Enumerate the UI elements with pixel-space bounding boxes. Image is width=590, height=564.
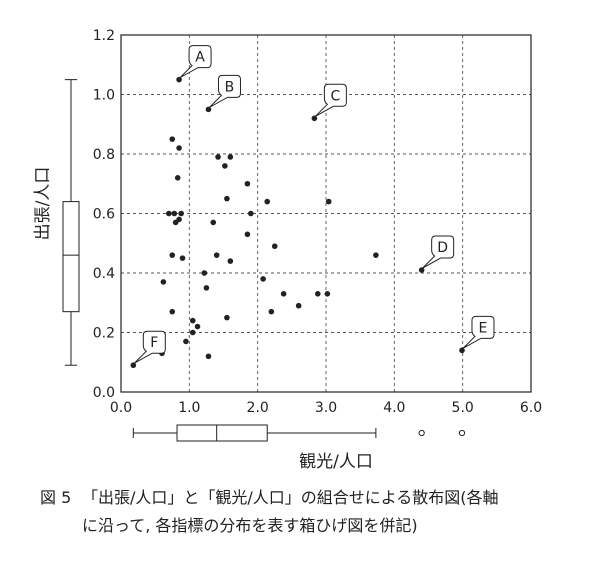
caption-line-1: 図 5 「出張/人口」と「観光/人口」の組合せによる散布図(各軸	[40, 484, 580, 512]
y-axis-title: 出張/人口	[33, 167, 53, 241]
data-points	[130, 76, 465, 369]
data-point	[268, 308, 275, 315]
x-box-outlier	[418, 429, 425, 437]
data-point-f	[130, 362, 137, 369]
data-point	[169, 308, 176, 315]
x-tick-label: 4.0	[383, 400, 405, 416]
data-point	[227, 258, 234, 264]
y-tick-label: 0.2	[93, 326, 115, 342]
callout-label-d: D	[437, 240, 448, 256]
data-point	[295, 302, 302, 309]
data-point	[189, 329, 196, 336]
callout-label-e: E	[479, 320, 488, 336]
plot-frame	[120, 34, 532, 393]
caption-text-1: 「出張/人口」と「観光/人口」の組合せによる散布図(各軸	[82, 488, 499, 507]
data-point	[248, 210, 254, 217]
figure-number: 図 5	[40, 488, 72, 507]
scatter-chart: 0.0 1.0 2.0 3.0 4.0 5.0 6.0 0.0 0.2 0.4 0.6 0.8 1.0 1…	[33, 28, 542, 472]
data-point	[169, 252, 176, 258]
data-point	[183, 338, 189, 345]
caption-line-2: に沿って, 各指標の分布を表す箱ひげ図を併記)	[82, 516, 418, 535]
x-tick-label: 5.0	[452, 400, 474, 416]
data-point	[280, 291, 287, 297]
callout-box-e	[462, 315, 495, 349]
x-boxplot	[132, 424, 466, 442]
data-point	[171, 210, 178, 217]
y-tick-label: 0.8	[93, 147, 115, 163]
y-tick-label: 0.6	[93, 207, 115, 223]
callout-box-f	[133, 330, 166, 364]
data-point	[205, 353, 212, 360]
callout-box-d	[422, 235, 455, 269]
x-box-outlier	[458, 429, 466, 437]
x-tick-label: 2.0	[247, 400, 269, 416]
data-point	[315, 291, 321, 297]
data-point	[194, 323, 201, 330]
x-tick-label: 3.0	[315, 400, 337, 416]
y-tick-label: 1.2	[93, 28, 115, 44]
figure-caption: 図 5 「出張/人口」と「観光/人口」の組合せによる散布図(各軸 に沿って, 各指…	[40, 484, 580, 540]
data-point	[244, 180, 251, 187]
data-point	[179, 255, 186, 261]
data-point	[227, 154, 234, 160]
data-point	[213, 252, 220, 258]
data-point-b	[205, 106, 212, 113]
data-point	[224, 195, 230, 202]
data-point	[324, 291, 331, 297]
callout-label-c: C	[330, 88, 340, 104]
data-point-c	[311, 115, 318, 122]
x-tick-label: 0.0	[110, 400, 132, 416]
data-point	[169, 136, 176, 142]
data-point	[166, 210, 172, 217]
data-point	[176, 145, 182, 151]
callout-label-a: A	[195, 50, 205, 66]
x-axis-title: 観光/人口	[299, 452, 373, 472]
data-point	[215, 154, 221, 160]
data-point	[325, 198, 332, 205]
data-point	[174, 175, 181, 181]
data-point	[203, 285, 210, 291]
data-point	[160, 279, 167, 285]
y-box-body	[62, 201, 80, 313]
data-point	[264, 198, 271, 205]
y-boxplot	[62, 79, 80, 366]
callout-label-b: B	[225, 79, 235, 95]
data-point	[260, 276, 266, 282]
y-tick-label: 0.0	[93, 385, 115, 401]
x-tick-label: 1.0	[178, 400, 200, 416]
x-box-body	[176, 424, 268, 442]
callout-box-c	[315, 83, 347, 117]
data-point-a	[176, 76, 182, 83]
data-point	[224, 314, 230, 321]
data-point-e	[459, 347, 465, 354]
callout-label-f: F	[150, 335, 158, 351]
y-tick-label: 0.4	[93, 266, 115, 282]
x-tick-label: 6.0	[520, 400, 542, 416]
y-tick-label: 1.0	[93, 88, 115, 104]
data-point	[210, 219, 217, 226]
callout-box-b	[209, 74, 241, 108]
data-point	[178, 210, 184, 217]
data-point	[244, 231, 251, 238]
data-point	[222, 163, 228, 169]
data-point	[373, 252, 379, 258]
data-point-d	[418, 267, 425, 273]
data-point	[176, 216, 182, 223]
data-point	[189, 317, 196, 324]
callout-box-a	[179, 45, 212, 79]
data-point	[201, 270, 208, 276]
data-point	[271, 243, 278, 250]
point-callouts: A B C D E F	[133, 45, 495, 364]
tick-labels: 0.0 1.0 2.0 3.0 4.0 5.0 6.0 0.0 0.2 0.4 0.6 0.8 1.0 1…	[93, 28, 542, 416]
